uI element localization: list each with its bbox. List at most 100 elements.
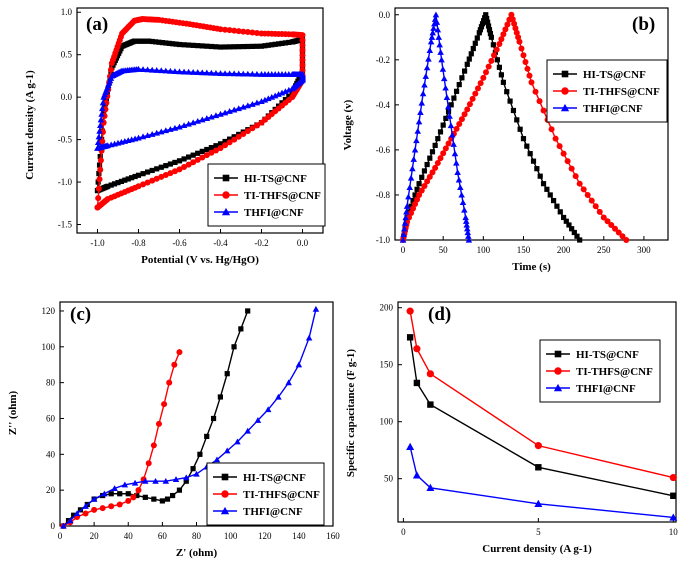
data-point [116,501,123,508]
data-point [171,361,178,368]
data-point [600,214,607,221]
data-point [278,89,286,96]
data-point [411,146,419,153]
data-point [604,218,611,225]
data-point [429,29,436,36]
data-point [669,473,677,482]
data-point [212,112,220,119]
data-point [262,43,268,49]
data-point [561,214,567,221]
panel-label: (b) [632,14,655,35]
data-point [171,124,179,131]
data-point [153,67,160,73]
data-point [253,70,261,77]
data-point [466,101,473,108]
data-point [282,88,289,95]
data-point [299,57,306,64]
data-point [464,61,470,67]
y-tick-label: -0.4 [376,100,391,110]
data-point [223,447,231,454]
data-point [249,125,256,132]
data-point [130,494,137,501]
data-point [226,108,233,114]
data-point [569,226,575,232]
data-point [249,43,255,49]
y-tick-label: -0.8 [376,190,391,200]
data-point [534,442,542,450]
data-point [571,229,577,236]
data-point [484,15,490,22]
data-point [213,456,221,463]
x-tick-label: 0 [401,527,406,537]
data-point [222,142,229,149]
data-point [414,196,421,203]
data-point [414,186,420,192]
data-point [122,177,128,183]
data-point [167,161,173,167]
data-point [234,438,241,445]
data-point [483,69,489,76]
series-THFI@CNF [94,65,306,151]
y-tick-label: -1.5 [58,220,73,230]
data-point [312,305,320,312]
data-point [412,192,418,198]
data-point [204,433,210,439]
data-point [238,326,244,332]
data-point [456,121,463,127]
data-point [99,99,107,106]
data-point [500,79,506,85]
data-point [208,43,214,50]
data-point [458,191,465,198]
data-point [464,225,471,232]
data-point [244,102,252,109]
data-point [275,41,282,47]
data-point [406,442,415,450]
data-point [461,68,468,74]
data-point [170,41,176,47]
x-tick-label: 250 [597,245,611,255]
data-point [486,27,493,33]
data-point [275,91,282,97]
data-point [440,150,447,157]
legend-label: TI-THFS@CNF [243,489,320,501]
data-point [427,401,434,408]
y-tick-label: 20 [46,485,56,495]
data-point [428,34,436,40]
data-point [485,63,492,70]
data-point [669,513,678,521]
data-point [413,137,420,144]
data-point [498,36,505,43]
data-point [235,28,242,35]
data-point [540,107,547,114]
data-point [518,45,525,52]
y-tick-label: 40 [46,449,56,459]
legend-label: TI-THFS@CNF [576,366,653,378]
y-tick-label: -1.0 [376,235,391,245]
data-point [474,35,480,41]
data-point [240,103,247,110]
data-point [166,40,172,46]
data-point [417,109,424,115]
data-point [462,217,470,224]
legend-label: HI-TS@CNF [243,472,306,484]
data-point [140,171,146,177]
data-point [129,175,135,181]
data-point [612,225,619,232]
legend-label: THFI@CNF [243,506,303,518]
data-point [485,23,492,29]
panel-label: (c) [70,304,91,325]
data-point [474,85,481,92]
data-point [99,505,106,512]
data-point [476,30,482,36]
data-point [459,199,467,206]
data-point [532,88,539,95]
data-point [426,47,434,54]
y-axis-label: Voltage (v) [342,99,354,150]
data-point [96,122,104,129]
data-point [60,522,67,529]
data-point [487,30,494,37]
x-axis-label: Current density (A g-1) [482,543,592,555]
data-point [217,26,224,33]
data-point [235,70,242,77]
data-point [203,69,211,76]
